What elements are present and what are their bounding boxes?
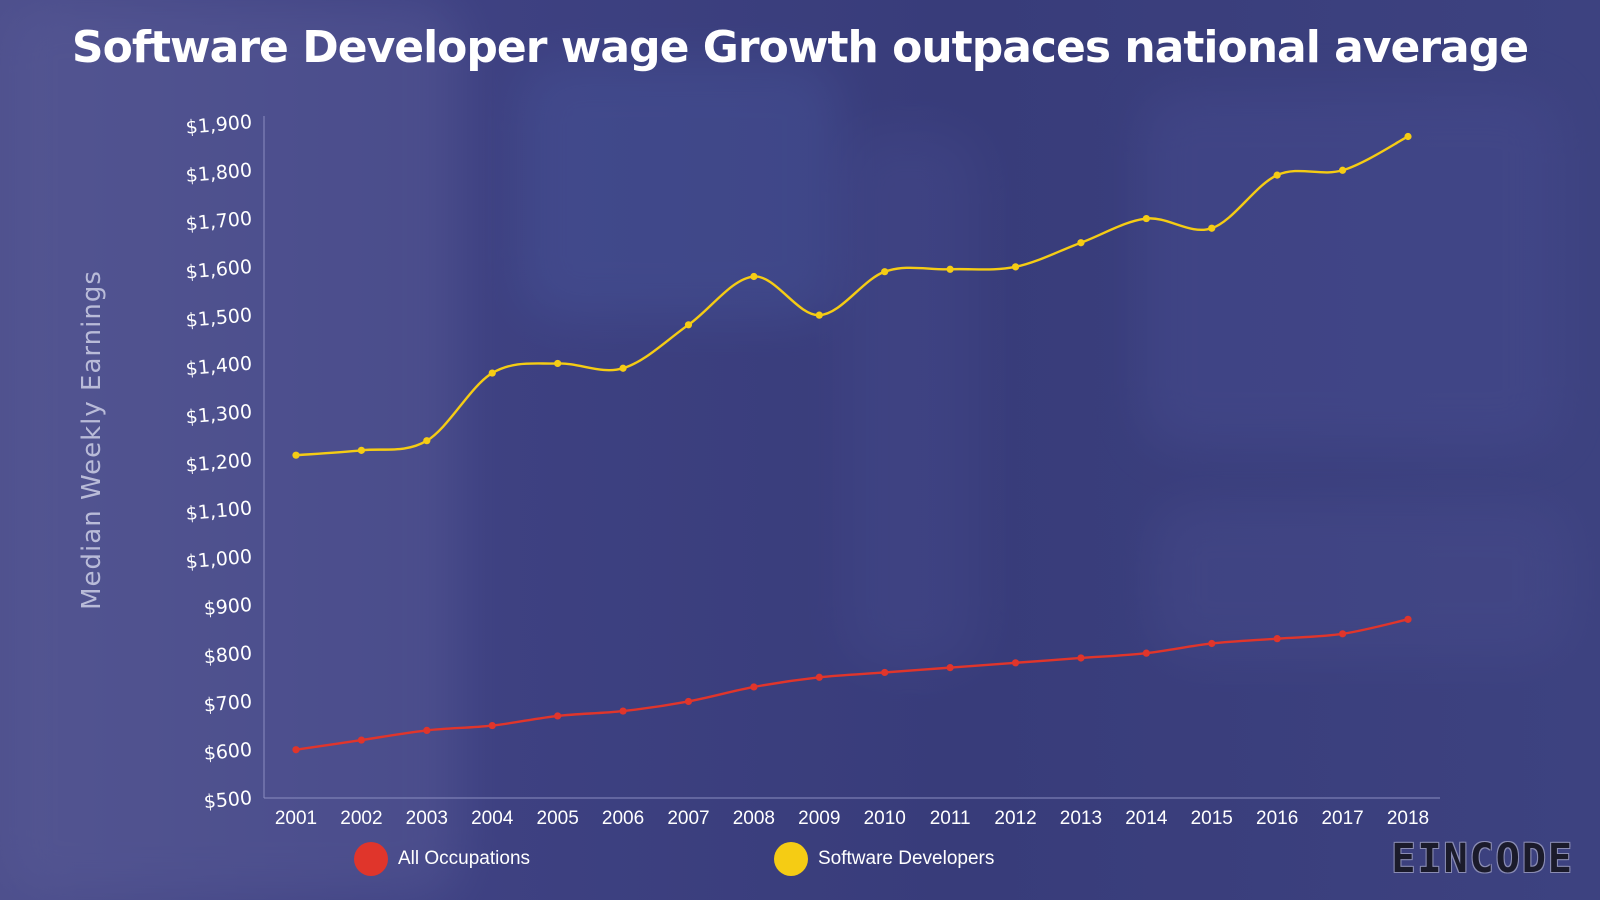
data-point-software-developers-2010 xyxy=(881,268,889,276)
y-tick-label: $1,000 xyxy=(185,546,253,574)
x-tick-label: 2009 xyxy=(798,808,840,829)
data-point-software-developers-2018 xyxy=(1404,132,1412,141)
y-tick-label: $500 xyxy=(203,787,253,813)
x-tick-labels: 2001 2002 2003 2004 2005 2006 2007 2008 2009 2010… xyxy=(275,808,1429,829)
axes xyxy=(263,116,1440,799)
x-tick-label: 2003 xyxy=(406,808,448,829)
y-tick-labels: $500 $600 $700 $800 $900 $1,000 $1,100 $1,200 $1… xyxy=(185,111,253,813)
data-point-software-developers-2013 xyxy=(1077,239,1085,247)
x-tick-label: 2006 xyxy=(602,808,644,829)
x-tick-label: 2018 xyxy=(1387,808,1429,829)
data-point-software-developers-2011 xyxy=(946,265,954,273)
legend-item-software-developers: Software Developers xyxy=(774,842,994,876)
data-point-all-occupations-2006 xyxy=(619,707,627,715)
chart-title: Software Developer wage Growth outpaces … xyxy=(71,22,1529,73)
data-point-software-developers-2009 xyxy=(815,311,823,319)
y-tick-label: $1,600 xyxy=(185,256,253,284)
data-point-all-occupations-2015 xyxy=(1208,639,1216,648)
data-point-all-occupations-2011 xyxy=(946,664,954,672)
x-tick-label: 2011 xyxy=(930,808,971,829)
x-tick-label: 2016 xyxy=(1256,808,1298,829)
x-tick-label: 2012 xyxy=(994,808,1036,829)
y-tick-label: $1,400 xyxy=(185,352,253,380)
x-tick-label: 2005 xyxy=(537,808,579,829)
x-tick-label: 2007 xyxy=(667,808,709,829)
data-point-all-occupations-2017 xyxy=(1338,630,1347,638)
data-point-all-occupations-2004 xyxy=(488,721,496,730)
data-point-all-occupations-2007 xyxy=(684,697,693,706)
series-line-software-developers xyxy=(295,135,1409,457)
data-point-software-developers-2007 xyxy=(684,321,693,329)
data-point-all-occupations-2002 xyxy=(357,736,366,744)
y-tick-label: $1,500 xyxy=(185,304,253,332)
brand-logo: EINCODE xyxy=(1391,836,1574,882)
y-tick-label: $1,100 xyxy=(185,497,253,525)
x-tick-label: 2004 xyxy=(471,808,514,829)
data-point-all-occupations-2008 xyxy=(750,683,758,691)
legend-label: Software Developers xyxy=(818,848,995,869)
series-lines xyxy=(295,135,1409,751)
x-tick-label: 2013 xyxy=(1060,808,1102,829)
x-tick-label: 2010 xyxy=(864,808,906,829)
data-point-software-developers-2017 xyxy=(1338,166,1347,174)
data-point-all-occupations-2012 xyxy=(1011,659,1020,667)
data-point-software-developers-2006 xyxy=(619,364,627,372)
data-point-software-developers-2014 xyxy=(1142,214,1150,223)
data-point-software-developers-2012 xyxy=(1011,263,1020,271)
series-points xyxy=(292,132,1412,754)
data-point-software-developers-2004 xyxy=(488,369,496,377)
data-point-software-developers-2003 xyxy=(423,437,431,445)
data-point-all-occupations-2009 xyxy=(815,673,823,681)
x-tick-label: 2017 xyxy=(1321,808,1363,829)
data-point-all-occupations-2001 xyxy=(292,746,300,754)
y-tick-label: $1,200 xyxy=(185,449,253,477)
legend-swatch-software-developers xyxy=(774,842,808,876)
legend-item-all-occupations: All Occupations xyxy=(354,842,530,876)
data-point-all-occupations-2014 xyxy=(1142,649,1150,657)
data-point-software-developers-2016 xyxy=(1273,171,1281,179)
data-point-all-occupations-2003 xyxy=(423,726,431,735)
data-point-software-developers-2001 xyxy=(292,451,300,459)
data-point-software-developers-2005 xyxy=(554,359,562,368)
data-point-software-developers-2002 xyxy=(357,446,366,454)
data-point-software-developers-2008 xyxy=(750,272,758,281)
data-point-all-occupations-2018 xyxy=(1404,615,1412,623)
y-tick-label: $1,800 xyxy=(185,159,253,187)
y-tick-label: $900 xyxy=(203,594,253,620)
y-tick-label: $600 xyxy=(203,739,253,765)
y-tick-label: $1,900 xyxy=(185,111,253,139)
data-point-all-occupations-2005 xyxy=(554,712,562,720)
x-tick-label: 2002 xyxy=(340,808,382,829)
y-tick-label: $700 xyxy=(203,690,253,716)
legend-swatch-all-occupations xyxy=(354,842,388,876)
legend-label: All Occupations xyxy=(398,848,531,869)
data-point-all-occupations-2013 xyxy=(1077,654,1085,662)
series-line-all-occupations xyxy=(295,618,1409,751)
x-tick-label: 2015 xyxy=(1191,808,1233,829)
y-tick-label: $1,300 xyxy=(185,401,253,429)
x-tick-label: 2008 xyxy=(733,808,775,829)
x-tick-label: 2001 xyxy=(275,808,317,829)
data-point-software-developers-2015 xyxy=(1208,224,1216,232)
y-tick-label: $800 xyxy=(203,642,253,668)
data-point-all-occupations-2010 xyxy=(881,668,889,677)
data-point-all-occupations-2016 xyxy=(1273,635,1281,643)
x-tick-label: 2014 xyxy=(1125,808,1168,829)
y-tick-label: $1,700 xyxy=(185,208,253,236)
